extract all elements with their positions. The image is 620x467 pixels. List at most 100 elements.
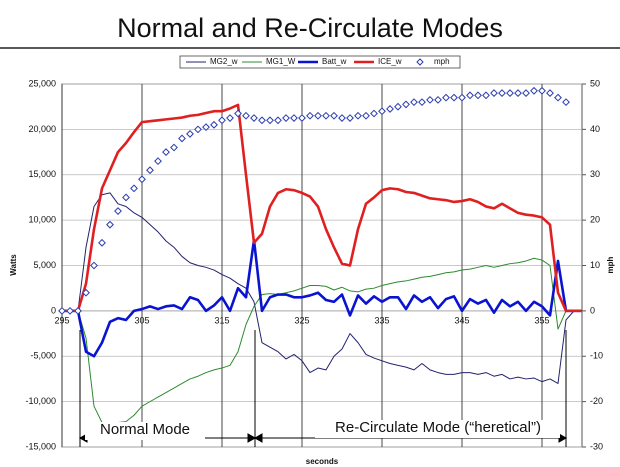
mph-marker (258, 116, 266, 125)
y2-tick-label: 40 (590, 124, 600, 134)
mph-marker (506, 89, 514, 97)
mph-marker (178, 134, 186, 143)
mph-marker (106, 220, 114, 229)
mph-marker (370, 109, 378, 118)
mph-marker (362, 111, 370, 120)
y2-axis-label: mph (606, 256, 615, 273)
x-tick-label: 355 (534, 315, 549, 325)
mph-marker (218, 116, 226, 125)
y-tick-label: -15,000 (25, 441, 56, 451)
y-tick-label: 20,000 (28, 124, 56, 134)
mph-marker (282, 114, 290, 122)
mph-marker (490, 89, 498, 97)
mph-marker (522, 89, 530, 97)
mph-marker (322, 111, 330, 120)
mph-marker (338, 114, 346, 122)
y2-tick-label: 0 (590, 305, 595, 315)
mph-marker (274, 116, 282, 125)
legend-label: MG2_w (210, 57, 238, 66)
x-tick-label: 295 (54, 315, 69, 325)
mph-marker (330, 111, 338, 120)
y2-tick-label: 50 (590, 78, 600, 88)
legend-marker (416, 58, 424, 66)
mph-marker (434, 95, 442, 104)
y-tick-label: 5,000 (33, 260, 56, 270)
mph-marker (154, 157, 162, 166)
y-tick-label: 10,000 (28, 215, 56, 225)
legend-label: ICE_w (378, 57, 402, 66)
mph-marker (458, 93, 466, 102)
mph-marker (194, 125, 202, 134)
mph-marker (242, 111, 250, 120)
mph-marker (554, 93, 562, 102)
mph-marker (210, 120, 218, 129)
y-tick-label: 0 (51, 305, 56, 315)
y-tick-label: 15,000 (28, 169, 56, 179)
mph-marker (466, 91, 474, 100)
mph-marker (66, 306, 74, 315)
grid (61, 83, 582, 448)
x-tick-label: 335 (374, 315, 389, 325)
series-group (58, 86, 582, 424)
mph-marker (290, 114, 298, 122)
x-tick-label: 305 (134, 315, 149, 325)
mph-marker (474, 91, 482, 100)
legend-label: Batt_w (322, 57, 347, 66)
mph-marker (122, 193, 130, 202)
y-tick-label: -5,000 (30, 351, 56, 361)
mph-marker (98, 238, 106, 247)
y2-tick-label: -20 (590, 396, 603, 406)
y-tick-label: 25,000 (28, 78, 56, 88)
mph-marker (482, 91, 490, 100)
mph-marker (442, 93, 450, 102)
mph-marker (58, 306, 66, 315)
mph-marker (498, 89, 506, 97)
mph-marker (394, 102, 402, 111)
mph-marker (386, 105, 394, 113)
series-line (62, 192, 582, 384)
annotation-bg (85, 422, 205, 440)
mph-marker (146, 166, 154, 175)
mph-marker (162, 148, 170, 156)
y2-tick-label: -30 (590, 441, 603, 451)
mph-marker (130, 184, 138, 193)
legend-box (179, 55, 461, 69)
mph-marker (306, 111, 314, 120)
mph-marker (226, 114, 234, 122)
mph-marker (82, 288, 90, 297)
mph-marker (114, 207, 122, 215)
mph-marker (546, 89, 554, 97)
mph-marker (410, 98, 418, 107)
series-line (62, 257, 582, 424)
x-axis-label: seconds (306, 457, 339, 466)
mph-marker (562, 98, 570, 107)
mph-marker (450, 93, 458, 102)
mph-marker (170, 143, 178, 152)
legend-label: MG1_W (266, 57, 296, 66)
y2-tick-label: 10 (590, 260, 600, 270)
mph-marker (74, 306, 82, 315)
annotation: Normal Mode (100, 421, 190, 438)
y-axis-label: Watts (9, 254, 18, 276)
x-tick-label: 315 (214, 315, 229, 325)
y2-tick-label: 20 (590, 215, 600, 225)
x-tick-label: 325 (294, 315, 309, 325)
mph-marker (250, 114, 258, 122)
mph-marker (234, 109, 242, 118)
legend-label: mph (434, 57, 450, 66)
x-tick-label: 345 (454, 315, 469, 325)
mph-marker (354, 111, 362, 120)
series-line (62, 238, 582, 358)
mph-marker (138, 175, 146, 184)
y2-tick-label: 30 (590, 169, 600, 179)
mph-marker (266, 116, 274, 125)
mph-marker (538, 86, 546, 95)
mph-marker (186, 130, 194, 138)
mph-marker (90, 261, 98, 270)
annotation-bg (315, 420, 560, 438)
mph-marker (202, 123, 210, 132)
mph-marker (514, 89, 522, 97)
y2-tick-label: -10 (590, 351, 603, 361)
mph-marker (418, 98, 426, 107)
